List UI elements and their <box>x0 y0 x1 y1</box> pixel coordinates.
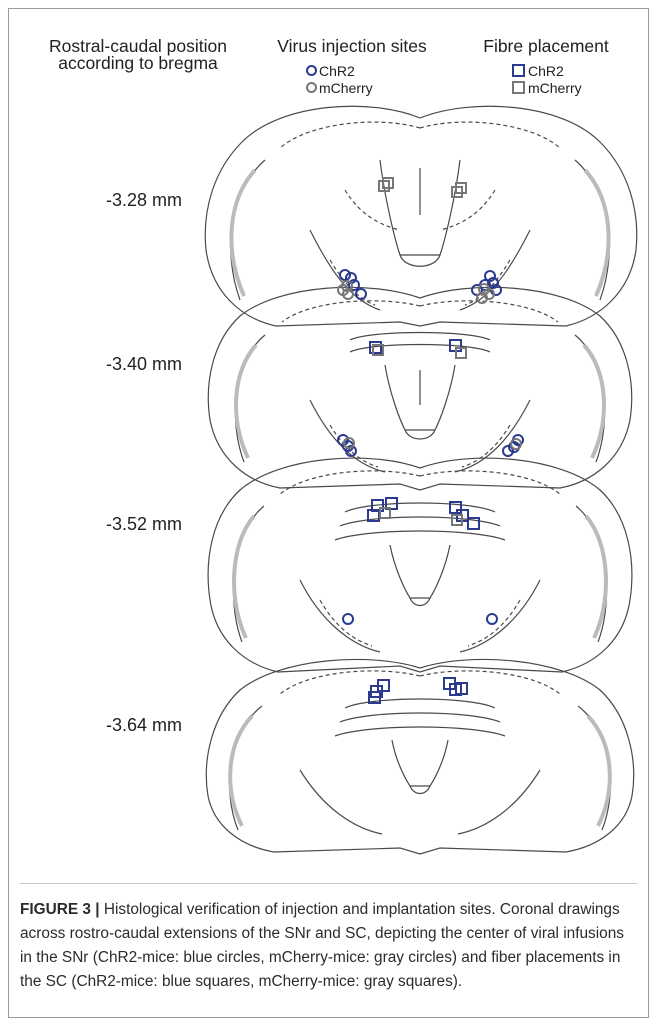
gray-square-icon <box>512 81 525 94</box>
fibre-marker-mcherry <box>379 507 391 519</box>
coronal-section-4 <box>205 658 635 855</box>
fibre-marker-mcherry <box>455 182 467 194</box>
fibre-legend-mcherry-label: mCherry <box>528 79 582 96</box>
fibre-marker-mcherry <box>455 347 467 359</box>
injection-marker-chr2 <box>486 613 498 625</box>
fibre-placement-header: Fibre placement <box>483 36 609 56</box>
coronal-section-1 <box>204 105 638 327</box>
injection-marker-chr2 <box>355 288 367 300</box>
virus-legend-chr2-label: ChR2 <box>319 62 355 79</box>
injection-marker-mcherry <box>478 283 490 295</box>
fibre-marker-chr2 <box>368 691 381 704</box>
injection-marker-mcherry <box>341 280 353 292</box>
fibre-marker-mcherry <box>372 344 384 356</box>
fibre-legend: ChR2 mCherry <box>512 62 582 96</box>
figure-caption: FIGURE 3 | Histological verification of … <box>20 898 636 994</box>
caption-text: Histological verification of injection a… <box>20 901 624 990</box>
blue-square-icon <box>512 64 525 77</box>
injection-marker-mcherry <box>343 437 355 449</box>
injection-marker-chr2 <box>342 613 354 625</box>
fibre-marker-chr2 <box>449 501 462 514</box>
virus-legend-chr2: ChR2 <box>306 62 373 79</box>
virus-legend-mcherry-label: mCherry <box>319 79 373 96</box>
fibre-legend-mcherry: mCherry <box>512 79 582 96</box>
injection-marker-mcherry <box>510 438 522 450</box>
rostral-caudal-header: Rostral-caudal position according to bre… <box>48 36 227 73</box>
fibre-legend-chr2-label: ChR2 <box>528 62 564 79</box>
virus-injection-header: Virus injection sites <box>277 36 427 56</box>
coronal-sections-drawing <box>204 105 638 855</box>
fibre-marker-chr2 <box>455 682 468 695</box>
level-label-2: -3.40 mm <box>106 354 183 374</box>
injection-marker-chr2 <box>345 445 357 457</box>
coronal-section-3 <box>207 457 633 673</box>
fibre-legend-chr2: ChR2 <box>512 62 582 79</box>
fibre-marker-chr2 <box>369 341 382 354</box>
injection-marker-chr2 <box>484 270 496 282</box>
injection-marker-chr2 <box>339 269 351 281</box>
caption-divider <box>20 883 637 884</box>
blue-circle-icon <box>306 65 317 76</box>
figure-frame <box>8 8 649 1018</box>
coronal-section-2 <box>207 286 633 491</box>
fibre-marker-chr2 <box>377 679 390 692</box>
level-label-4: -3.64 mm <box>106 715 183 735</box>
fibre-marker-mcherry <box>382 177 394 189</box>
fibre-marker-chr2 <box>467 517 480 530</box>
injection-marker-chr2 <box>487 277 499 289</box>
virus-legend: ChR2 mCherry <box>306 62 373 96</box>
gray-circle-icon <box>306 82 317 93</box>
caption-label: FIGURE 3 | <box>20 901 100 918</box>
fibre-marker-chr2 <box>385 497 398 510</box>
level-label-1: -3.28 mm <box>106 190 183 210</box>
fibre-marker-mcherry <box>451 514 463 526</box>
injection-marker-mcherry <box>342 288 354 300</box>
injection-marker-chr2 <box>348 279 360 291</box>
virus-legend-mcherry: mCherry <box>306 79 373 96</box>
level-label-3: -3.52 mm <box>106 514 183 534</box>
